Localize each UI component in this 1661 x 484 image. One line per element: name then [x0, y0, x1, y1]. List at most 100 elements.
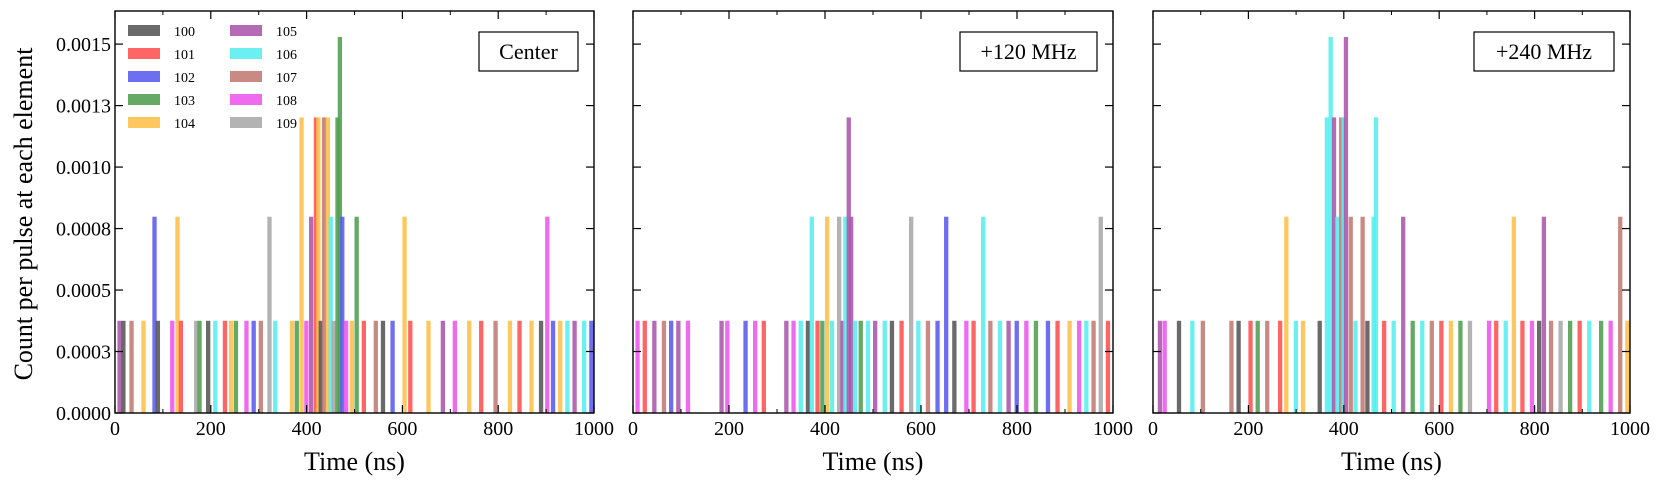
bar-104: [299, 117, 304, 413]
panel-label: +120 MHz: [980, 39, 1076, 64]
panel-label-box: [959, 31, 1098, 72]
bar-104: [825, 216, 830, 413]
bar-106: [997, 320, 1003, 413]
bar-101: [479, 320, 484, 413]
x-tick-label: 0: [1148, 418, 1158, 440]
y-tick-label: 0.0000: [56, 403, 111, 425]
bar-105: [873, 320, 878, 413]
legend-label-102: 102: [174, 71, 195, 86]
bar-104: [426, 320, 431, 413]
y-tick-label: 0.0010: [56, 157, 111, 179]
bar-102: [1045, 320, 1051, 413]
bar-105: [117, 320, 122, 413]
x-tick-label: 0: [110, 418, 120, 440]
bar-107: [1348, 216, 1353, 413]
bar-103: [337, 37, 343, 413]
bar-107: [1229, 320, 1234, 413]
bar-107: [1548, 320, 1554, 413]
bar-100: [380, 320, 386, 413]
bar-108: [1024, 320, 1029, 413]
bar-101: [408, 320, 413, 413]
bar-105: [719, 320, 724, 413]
bar-107: [493, 320, 498, 413]
panel-label: +240 MHz: [1496, 39, 1592, 64]
bar-107: [1200, 320, 1205, 413]
bar-105: [846, 117, 851, 413]
x-tick-label: 800: [1002, 418, 1032, 440]
bar-104: [229, 320, 234, 413]
bar-106: [328, 216, 333, 413]
legend-swatch-100: [128, 25, 160, 36]
bar-108: [343, 320, 349, 413]
bar-104: [1448, 320, 1454, 413]
bar-100: [889, 320, 895, 413]
bar-109: [1558, 320, 1563, 413]
bar-108: [1162, 320, 1167, 413]
legend-swatch-107: [230, 71, 262, 82]
legend-swatch-104: [128, 117, 160, 128]
bar-103: [233, 320, 239, 413]
x-tick-label: 1000: [574, 418, 614, 440]
bar-104: [1284, 216, 1289, 413]
bar-105: [572, 320, 577, 413]
bar-106: [1328, 37, 1333, 413]
bar-106: [1335, 216, 1340, 413]
bar-106: [1084, 320, 1089, 413]
legend-swatch-101: [128, 48, 160, 59]
bar-109: [837, 216, 842, 413]
bar-108: [244, 320, 249, 413]
bar-101: [517, 320, 522, 413]
x-axis-title: Time (ns): [1341, 447, 1442, 476]
bar-107: [925, 320, 931, 413]
bar-102: [152, 216, 157, 413]
bar-101: [1577, 320, 1582, 413]
bar-103: [820, 320, 825, 413]
bar-108: [1077, 320, 1082, 413]
x-tick-label: 800: [1520, 418, 1550, 440]
legend-label-106: 106: [276, 48, 297, 63]
bar-107: [1091, 320, 1096, 413]
x-axis-title: Time (ns): [823, 447, 924, 476]
bar-109: [194, 320, 199, 413]
bar-105: [1343, 37, 1349, 413]
bar-104: [467, 320, 472, 413]
legend-label-103: 103: [174, 94, 195, 109]
bar-108: [635, 320, 640, 413]
panel-1: 0 200 400 600 800 1000 0.0000 0.0003 0.0005 0.000…: [56, 10, 614, 476]
legend-swatch-103: [128, 94, 160, 105]
bar-100: [121, 320, 126, 413]
legend-label-104: 104: [174, 117, 195, 132]
bar-108: [304, 320, 309, 413]
x-tick-label: 800: [483, 418, 513, 440]
bar-107: [129, 320, 134, 413]
bar-104: [175, 216, 180, 413]
bar-100: [952, 320, 957, 413]
bar-101: [178, 320, 184, 413]
x-axis-title: Time (ns): [304, 447, 405, 476]
bar-106: [1373, 117, 1379, 413]
bar-106: [1503, 320, 1508, 413]
y-tick-label: 0.0013: [56, 96, 111, 118]
bar-103: [1033, 320, 1039, 413]
bar-106: [1353, 320, 1358, 413]
bar-103: [858, 320, 863, 413]
bar-101: [761, 320, 766, 413]
panel-label-box: [1473, 31, 1615, 72]
bar-103: [1598, 320, 1604, 413]
bar-105: [1541, 216, 1547, 413]
bar-106: [852, 320, 858, 413]
bar-102: [1014, 320, 1019, 413]
bar-109: [1098, 216, 1103, 413]
y-axis-title: Count per pulse at each element: [9, 47, 38, 381]
bar-108: [1529, 320, 1535, 413]
x-tick-label: 200: [196, 418, 226, 440]
x-tick-label: 0: [628, 418, 638, 440]
bar-100: [155, 320, 161, 413]
bar-108: [545, 216, 550, 413]
legend-label-100: 100: [174, 25, 195, 40]
bar-107: [1265, 320, 1270, 413]
bar-106: [1391, 320, 1396, 413]
bar-107: [1429, 320, 1434, 413]
bar-106: [1587, 320, 1592, 413]
bar-108: [791, 320, 796, 413]
